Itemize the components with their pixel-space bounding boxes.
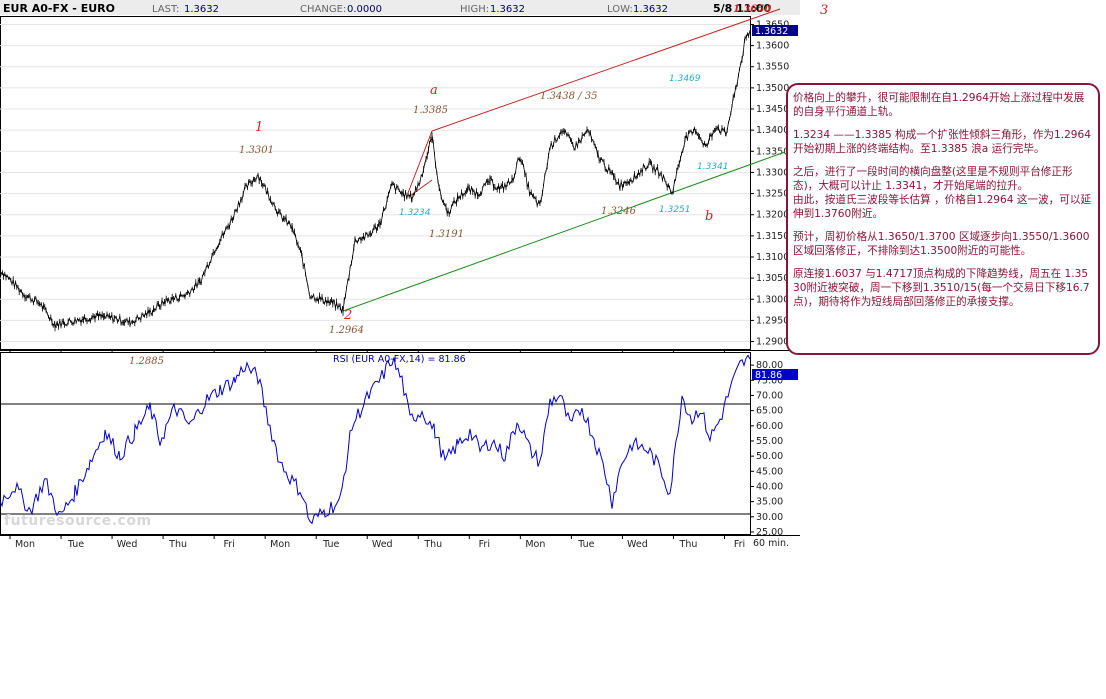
price-tick-label: 1.3350 xyxy=(756,146,789,157)
price-tick-label: 1.3600 xyxy=(756,41,789,52)
price-series xyxy=(0,30,751,332)
triangle-line-upper xyxy=(407,130,433,194)
price-tick-label: 1.3200 xyxy=(756,210,789,221)
x-tick-label: Fri xyxy=(734,539,745,550)
rsi-y-ticks: 25.00 30.00 35.00 40.00 45.00 50.00 55.00 60.00… xyxy=(750,360,783,538)
rsi-tick-label: 75.00 xyxy=(756,375,783,386)
x-tick-label: Thu xyxy=(679,539,698,550)
rsi-tick-label: 55.00 xyxy=(756,436,783,447)
header-bar xyxy=(0,0,800,15)
price-tick-label: 1.3150 xyxy=(756,231,789,242)
wave-2-price: 1.2964 xyxy=(329,325,364,336)
channel-lower-line xyxy=(342,151,786,312)
header-datetime: 5/8 11:00 xyxy=(713,2,772,15)
note-paragraph-3b: 由此，按道氏三波段等长估算 ，价格自1.2964 这一波，可以延伸到1.3760… xyxy=(793,194,1092,220)
rsi-line xyxy=(0,354,751,525)
price-tick-label: 1.3000 xyxy=(756,294,789,305)
channel-upper-extension xyxy=(759,8,781,17)
note-paragraph-4: 预计，周初价格从1.3650/1.3700 区域逐步向1.3550/1.3600… xyxy=(793,231,1090,257)
price-tick-label: 1.3650 xyxy=(756,19,789,30)
price-panel-frame xyxy=(0,16,751,350)
price-tick-label: 1.3250 xyxy=(756,189,789,200)
wave-1-price: 1.3301 xyxy=(239,145,274,156)
channel-target-label: 1.3438 / 35 xyxy=(540,91,597,102)
watermark: futuresource.com xyxy=(4,513,152,529)
channel-upper-line xyxy=(431,15,761,132)
interval-label: 60 min. xyxy=(753,538,789,549)
rsi-last-box-label: 81.86 xyxy=(755,370,782,381)
high-label: HIGH: xyxy=(460,4,489,15)
price-tick-label: 1.3500 xyxy=(756,83,789,94)
rsi-tick-label: 25.00 xyxy=(756,527,783,538)
wave-label-a: a xyxy=(430,83,438,98)
wave-b-price: 1.3251 xyxy=(659,205,691,215)
x-tick-label: Wed xyxy=(117,539,138,550)
note-paragraph-1: 价格向上的攀升，很可能限制在自1.2964开始上涨过程中发展的自身平行通道上轨。 xyxy=(793,92,1085,118)
x-tick-label: Fri xyxy=(479,539,490,550)
change-label: CHANGE: xyxy=(300,4,346,15)
price-tick-label: 1.3100 xyxy=(756,252,789,263)
price-tick-label: 1.3450 xyxy=(756,104,789,115)
analysis-note: 价格向上的攀升，很可能限制在自1.2964开始上涨过程中发展的自身平行通道上轨。… xyxy=(786,83,1100,355)
price-label-13469: 1.3469 xyxy=(669,74,701,84)
x-tick-label: Tue xyxy=(577,539,594,550)
price-tick-label: 1.3050 xyxy=(756,273,789,284)
price-line xyxy=(0,31,751,329)
price-tick-label: 1.2900 xyxy=(756,337,789,348)
rsi-title: RSI (EUR A0-FX,14) = 81.86 xyxy=(333,354,466,365)
wave-label-1: 1 xyxy=(255,120,263,135)
x-tick-label: Tue xyxy=(322,539,339,550)
price-label-13191: 1.3191 xyxy=(429,229,464,240)
price-tick-label: 1.3300 xyxy=(756,167,789,178)
rsi-tick-label: 30.00 xyxy=(756,512,783,523)
wave-label-b: b xyxy=(705,209,713,224)
x-tick-label: Wed xyxy=(627,539,648,550)
x-tick-label: Thu xyxy=(168,539,187,550)
price-tick-label: 1.2950 xyxy=(756,315,789,326)
x-tick-label: Tue xyxy=(67,539,84,550)
change-value: 0.0000 xyxy=(347,4,382,15)
wave-label-3: 3 xyxy=(820,3,828,18)
rsi-tick-label: 35.00 xyxy=(756,497,783,508)
symbol-title: EUR A0-FX - EURO xyxy=(3,2,115,15)
x-tick-label: Mon xyxy=(525,539,545,550)
price-label-13246: 1.3246 xyxy=(601,206,637,217)
x-tick-label: Mon xyxy=(270,539,290,550)
note-paragraph-3a: 之后，进行了一段时间的横向盘整(这里是不规则平台修正形态)，大概可以计止 1.3… xyxy=(793,166,1073,192)
price-tick-label: 1.3550 xyxy=(756,62,789,73)
last-price-box xyxy=(752,25,798,36)
x-tick-label: Mon xyxy=(15,539,35,550)
price-tick-label: 1.3400 xyxy=(756,125,789,136)
wave-3-price: 1.3650 xyxy=(733,4,771,15)
rsi-tick-label: 50.00 xyxy=(756,451,783,462)
wave-label-2: 2 xyxy=(343,308,352,323)
rsi-panel-frame xyxy=(0,352,751,535)
rsi-tick-label: 40.00 xyxy=(756,481,783,492)
x-tick-label: Thu xyxy=(423,539,442,550)
low-label: LOW: xyxy=(607,4,633,15)
rsi-tick-label: 80.00 xyxy=(756,360,783,371)
x-tick-label: Fri xyxy=(223,539,234,550)
rsi-tick-label: 60.00 xyxy=(756,421,783,432)
rsi-tick-label: 65.00 xyxy=(756,406,783,417)
rsi-series xyxy=(0,354,751,525)
note-paragraph-5: 原连接1.6037 与1.4717顶点构成的下降趋势线，周五在 1.3530附近… xyxy=(793,268,1090,308)
high-value: 1.3632 xyxy=(490,4,525,15)
last-price-box-label: 1.3632 xyxy=(755,26,788,37)
x-axis-ticks: Mon Tue Wed Thu Fri Mon Tue Wed Thu Fri Mon Tue Wed T… xyxy=(9,349,745,550)
triangle-line-lower xyxy=(409,179,433,197)
last-label: LAST: xyxy=(152,4,179,15)
price-label-13341: 1.3341 xyxy=(697,162,729,172)
rsi-tick-label: 45.00 xyxy=(756,466,783,477)
last-value: 1.3632 xyxy=(184,4,219,15)
price-label-12885: 1.2885 xyxy=(129,356,164,367)
rsi-last-box xyxy=(752,369,798,380)
price-label-13234: 1.3234 xyxy=(399,208,431,218)
low-value: 1.3632 xyxy=(633,4,668,15)
wave-a-price: 1.3385 xyxy=(413,105,448,116)
x-tick-label: Wed xyxy=(372,539,393,550)
note-paragraph-2: 1.3234 ——1.3385 构成一个扩张性倾斜三角形，作为1.2964开始初… xyxy=(793,129,1092,155)
rsi-tick-label: 70.00 xyxy=(756,390,783,401)
